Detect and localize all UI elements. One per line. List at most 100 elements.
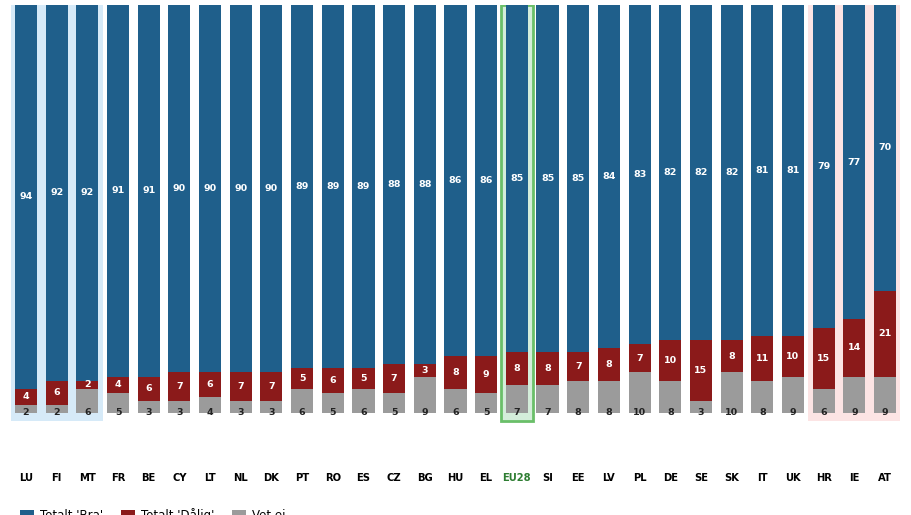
Text: 6: 6	[820, 407, 827, 417]
Bar	[199, 372, 221, 397]
Bar	[169, 401, 190, 413]
Bar	[77, 5, 98, 381]
Text: 86: 86	[479, 176, 493, 185]
Text: 9: 9	[851, 407, 857, 417]
Bar	[107, 393, 129, 413]
Bar	[752, 5, 773, 336]
Text: 3: 3	[268, 407, 275, 417]
Text: 8: 8	[452, 368, 459, 377]
Text: 8: 8	[759, 407, 765, 417]
Bar	[844, 319, 865, 376]
Text: 6: 6	[299, 407, 305, 417]
Bar	[353, 368, 374, 389]
Bar	[445, 5, 466, 356]
Bar	[506, 385, 527, 413]
Text: 3: 3	[422, 366, 428, 375]
FancyBboxPatch shape	[501, 5, 533, 421]
Text: 15: 15	[817, 354, 830, 363]
Bar	[813, 328, 834, 389]
Text: 5: 5	[360, 374, 367, 383]
Text: 9: 9	[882, 407, 888, 417]
Text: 8: 8	[606, 360, 612, 369]
Text: 6: 6	[207, 380, 213, 389]
Text: 3: 3	[698, 407, 704, 417]
Bar	[813, 389, 834, 413]
Bar	[568, 5, 589, 352]
Bar	[537, 5, 558, 352]
Bar	[782, 376, 804, 413]
Text: 10: 10	[633, 407, 646, 417]
Bar	[384, 364, 405, 393]
Bar	[15, 5, 37, 389]
Bar	[506, 352, 527, 385]
Legend: Totalt 'Bra', Totalt 'Dålig', Vet ej: Totalt 'Bra', Totalt 'Dålig', Vet ej	[15, 504, 290, 515]
Text: 6: 6	[330, 376, 336, 385]
Text: 2: 2	[54, 407, 60, 417]
Text: 77: 77	[848, 158, 861, 167]
Bar	[445, 389, 466, 413]
Bar	[506, 5, 527, 352]
Bar	[169, 372, 190, 401]
Text: 21: 21	[878, 329, 892, 338]
Text: 94: 94	[19, 193, 33, 201]
Text: 2: 2	[23, 407, 29, 417]
Text: 8: 8	[575, 407, 581, 417]
FancyBboxPatch shape	[808, 5, 900, 421]
Bar	[322, 5, 343, 368]
Bar	[261, 372, 282, 401]
Bar	[721, 5, 742, 340]
Bar	[629, 344, 650, 372]
Bar	[844, 376, 865, 413]
Bar	[77, 389, 98, 413]
Bar	[414, 5, 435, 364]
Bar	[199, 5, 221, 372]
Bar	[445, 356, 466, 389]
Bar	[782, 336, 804, 376]
Text: 86: 86	[449, 176, 462, 185]
Bar	[537, 385, 558, 413]
Text: 7: 7	[238, 382, 244, 391]
Text: 89: 89	[295, 182, 309, 191]
Text: 7: 7	[268, 382, 275, 391]
Text: 7: 7	[391, 374, 397, 383]
Bar	[384, 393, 405, 413]
Text: 6: 6	[360, 407, 367, 417]
Text: 7: 7	[514, 407, 520, 417]
Bar	[598, 381, 620, 413]
Bar	[629, 372, 650, 413]
Text: 90: 90	[173, 184, 186, 193]
Text: 6: 6	[54, 388, 60, 398]
Text: 82: 82	[725, 168, 738, 177]
Bar	[721, 372, 742, 413]
Bar	[107, 5, 129, 376]
Bar	[476, 356, 497, 393]
Text: 70: 70	[878, 144, 892, 152]
Text: 88: 88	[418, 180, 432, 189]
Text: 4: 4	[207, 407, 213, 417]
Text: 90: 90	[234, 184, 247, 193]
Bar	[660, 381, 681, 413]
Text: 85: 85	[571, 174, 585, 183]
Bar	[752, 381, 773, 413]
Bar	[15, 389, 37, 405]
Bar	[230, 372, 251, 401]
Text: 4: 4	[115, 380, 121, 389]
Bar	[660, 340, 681, 381]
Text: 89: 89	[326, 182, 340, 191]
Text: 5: 5	[483, 407, 489, 417]
Bar	[353, 5, 374, 368]
Bar	[660, 5, 681, 340]
Text: 10: 10	[786, 352, 800, 360]
Text: 8: 8	[514, 364, 520, 373]
Bar	[690, 5, 712, 340]
Text: 90: 90	[203, 184, 217, 193]
Text: 7: 7	[575, 362, 581, 371]
Text: 10: 10	[664, 356, 677, 365]
Bar	[291, 5, 313, 368]
Bar	[721, 340, 742, 372]
Text: 85: 85	[510, 174, 524, 183]
Bar	[15, 405, 37, 413]
Bar	[414, 376, 435, 413]
Bar	[230, 5, 251, 372]
Text: 79: 79	[817, 162, 830, 171]
